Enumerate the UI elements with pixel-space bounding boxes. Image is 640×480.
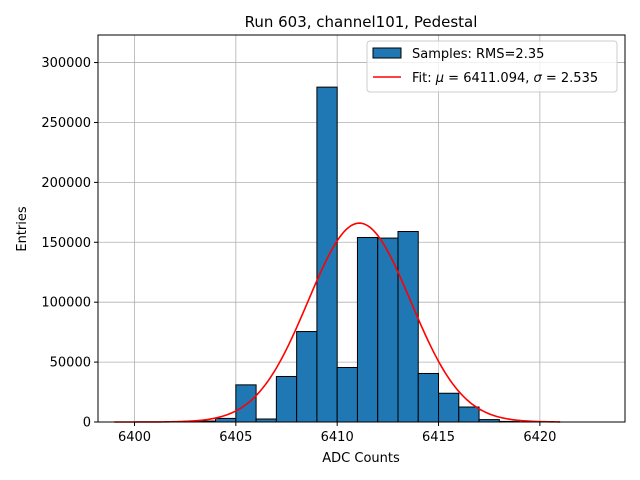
y-tick-label: 150000 [41,236,91,251]
legend-sigma-symbol: σ [534,71,543,86]
histogram-bar [417,372,440,423]
histogram-bar [215,417,237,423]
histogram-bar [458,406,480,423]
legend-box [366,40,618,93]
y-tick-label: 300000 [41,56,91,71]
legend-samples-label: Samples: RMS=2.35 [412,47,544,62]
x-tick-label: 6420 [523,430,556,445]
histogram-bar [336,366,358,423]
chart-title: Run 603, channel101, Pedestal [245,13,478,31]
histogram-bar [235,384,257,423]
legend-mu-symbol: μ [435,71,444,86]
legend-samples-swatch [372,47,402,59]
y-tick-label: 0 [83,416,91,431]
histogram-bar [438,392,460,423]
legend: Samples: RMS=2.35 Fit: μ = 6411.094, σ =… [366,40,618,93]
legend-fit-prefix: Fit: [412,71,436,86]
legend-sigma-value: = 2.535 [542,71,598,86]
y-tick-label: 250000 [41,116,91,131]
histogram-bar [316,86,338,423]
y-tick-label: 50000 [50,356,91,371]
y-axis-label: Entries [15,206,30,252]
x-tick-label: 6415 [422,430,455,445]
fit-curve-layer [114,222,561,423]
x-tick-label: 6410 [321,430,354,445]
plot-frame [97,34,626,423]
legend-fit-label: Fit: μ = 6411.094, σ = 2.535 [412,71,598,86]
x-tick-label: 6400 [118,430,151,445]
axis-ticks: 6400 6405 6410 6415 6420 0 50000 100000 150000 20… [41,56,556,445]
histogram-bar [275,375,298,423]
y-tick-label: 200000 [41,176,91,191]
histogram-bar [397,230,419,423]
histogram-bar [296,331,318,423]
y-tick-label: 100000 [41,296,91,311]
histogram-bar [356,236,379,423]
x-tick-label: 6405 [219,430,252,445]
legend-mu-value: = 6411.094, [444,71,533,86]
fit-curve [114,222,561,423]
x-axis-label: ADC Counts [322,451,400,466]
